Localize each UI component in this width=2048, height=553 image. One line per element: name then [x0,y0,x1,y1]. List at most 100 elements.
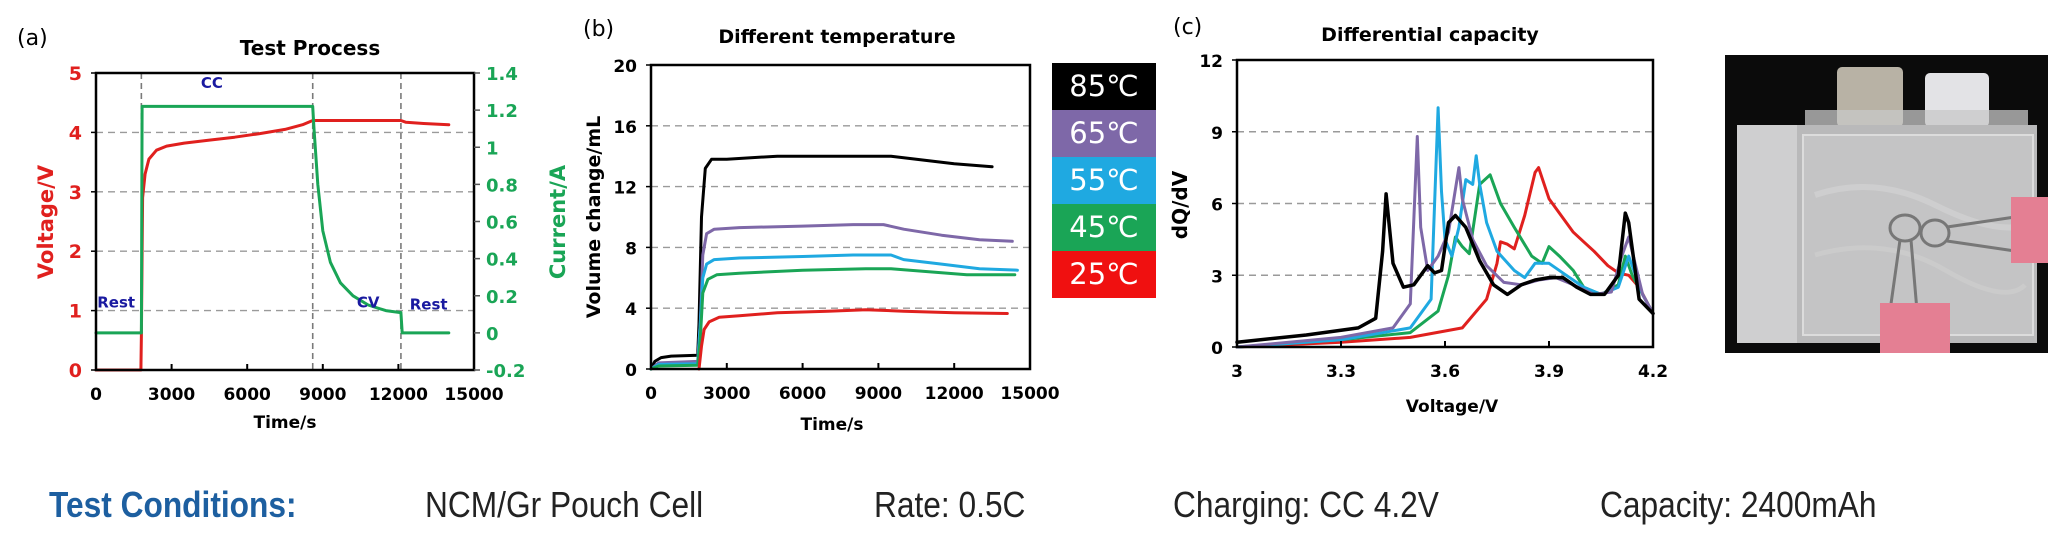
y-tick-label: 12 [613,179,637,199]
panel-a-label: (a) [17,26,48,51]
panel-c-x-ticks: 3 3.3 3.6 3.9 4.2 [1231,341,1668,382]
panel-a-phase-lines [140,73,402,370]
legend-label: 65℃ [1069,116,1138,150]
y-tick-label: 4 [69,122,82,144]
panel-a-ylabel: Voltage/V [34,164,58,279]
series-line-85 [1235,192,1655,344]
x-tick-label: 3000 [148,385,195,405]
x-tick-label: 12000 [369,385,428,405]
legend-label: 25℃ [1069,257,1138,291]
series-line-55 [1235,106,1655,349]
panel-a-y2-ticks: -0.2 0 0.2 0.4 0.6 0.8 1 1.2 1.4 [474,64,525,382]
series-line-45 [1235,173,1655,349]
series-line-25 [1235,166,1655,349]
panel-c-label: (c) [1173,15,1202,40]
panel-a-y2label: Current/A [546,164,570,279]
condition-charging: Charging: CC 4.2V [1173,484,1439,525]
panel-b: (b) Different temperature 0 3000 6000 9000 1… [583,17,1156,435]
panel-c-grid [1237,131,1653,276]
legend-swatch [1052,63,1156,110]
panel-b-legend: 85℃ 65℃ 55℃ 45℃ 25℃ [1052,63,1156,298]
y2-tick-label: 0.8 [486,175,518,196]
binder-clip-right [2011,197,2048,263]
series-line-85 [649,154,994,371]
pouch-cell-photo [1725,55,2048,353]
x-tick-label: 3 [1231,362,1243,382]
legend-label: 45℃ [1069,210,1138,244]
panel-b-grid [651,125,1030,309]
y-tick-label: 1 [69,301,82,323]
panel-a-series [94,104,451,372]
panel-b-ylabel: Volume change/mL [583,116,605,319]
series-line-45 [649,267,1017,371]
panel-c-series [1235,106,1655,349]
y2-tick-label: -0.2 [486,361,525,382]
panel-a-xlabel: Time/s [254,413,317,433]
panel-c-y-ticks: 0 3 6 9 12 [1199,52,1237,359]
panel-b-plot-frame [649,63,1032,371]
x-tick-label: 4.2 [1638,362,1668,382]
phase-annotation: Rest [410,295,448,313]
legend-label: 85℃ [1069,69,1138,103]
series-line-current [94,104,451,335]
y-tick-label: 16 [613,118,637,138]
panel-c-title: Differential capacity [1321,24,1539,46]
panel-a: (a) Test Process 0 3000 6000 9000 12000 15000… [17,26,570,433]
x-tick-label: 6000 [779,384,826,404]
panel-b-xlabel: Time/s [801,415,864,435]
legend-swatch [1052,204,1156,251]
x-tick-label: 0 [90,385,102,405]
y-tick-label: 8 [625,239,637,259]
panel-c-ylabel: dQ/dV [1168,170,1192,239]
condition-capacity: Capacity: 2400mAh [1600,484,1877,525]
panel-a-grid [96,131,474,312]
panel-b-series [649,154,1019,371]
legend-swatch [1052,110,1156,157]
x-tick-label: 9000 [855,384,902,404]
y-tick-label: 0 [69,360,82,382]
x-tick-label: 15000 [1000,384,1059,404]
panel-a-title: Test Process [240,36,380,60]
x-tick-label: 15000 [444,385,503,405]
pouch-cell-illustration [1725,55,2048,353]
legend-swatch [1052,251,1156,298]
series-line-voltage [94,119,451,372]
y2-tick-label: 1.4 [486,64,518,85]
series-line-65 [649,223,1014,371]
panel-a-y-ticks: 0 1 2 3 4 5 [69,63,96,382]
binder-clip-bottom [1880,303,1950,353]
test-conditions-label: Test Conditions: [49,484,297,525]
panel-c: (c) Differential capacity 3 3.3 3.6 3.9 4.2 … [1168,15,1668,417]
condition-cell-type: NCM/Gr Pouch Cell [425,484,704,525]
panel-b-title: Different temperature [718,26,955,48]
binder-clip-handle [1888,213,1922,243]
panel-c-xlabel: Voltage/V [1406,397,1499,417]
x-tick-label: 3.3 [1326,362,1356,382]
figure-svg: (a) Test Process 0 3000 6000 9000 12000 15000… [17,15,1668,435]
series-line-25 [697,308,1009,371]
panel-a-x-ticks: 0 3000 6000 9000 12000 15000 [90,364,504,405]
y-tick-label: 4 [625,300,637,320]
x-tick-label: 3.6 [1430,362,1460,382]
y-tick-label: 3 [1211,267,1223,287]
y-tick-label: 0 [625,361,637,381]
y2-tick-label: 0.2 [486,287,518,308]
legend-label: 55℃ [1069,163,1138,197]
panel-b-y-ticks: 0 4 8 12 16 20 [613,57,651,381]
y-tick-label: 9 [1211,124,1223,144]
phase-annotation: CC [201,74,223,92]
phase-annotation: Rest [97,294,135,312]
y2-tick-label: 0 [486,324,499,345]
y-tick-label: 12 [1199,52,1223,72]
series-line-65 [1235,135,1655,349]
y-tick-label: 6 [1211,196,1223,216]
x-tick-label: 0 [645,384,657,404]
y2-tick-label: 0.4 [486,250,518,271]
panel-b-label: (b) [583,17,614,42]
x-tick-label: 3.9 [1534,362,1564,382]
panel-b-x-ticks: 0 3000 6000 9000 12000 15000 [645,363,1060,404]
x-tick-label: 6000 [224,385,271,405]
panel-a-annotations: Rest CC CV Rest [97,74,447,314]
panel-a-plot-frame [94,71,476,372]
y-tick-label: 3 [69,182,82,204]
